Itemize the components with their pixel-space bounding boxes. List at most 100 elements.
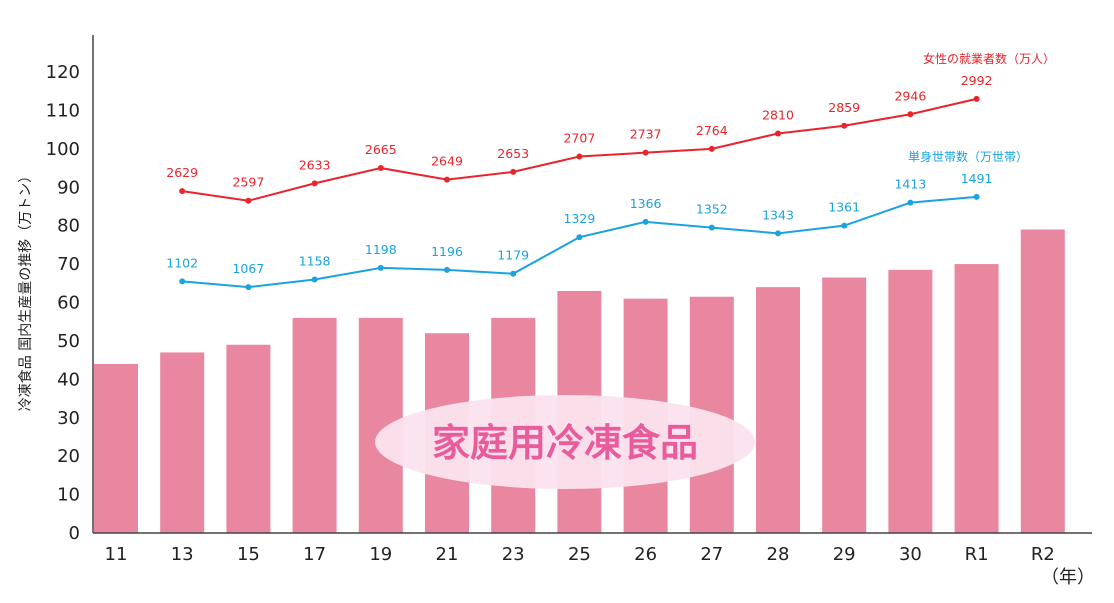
bar-30 bbox=[888, 269, 933, 533]
bar-28 bbox=[756, 287, 800, 533]
x-axis-unit: （年） bbox=[1041, 567, 1095, 588]
y-tick-label: 90 bbox=[57, 177, 80, 198]
point-women bbox=[245, 197, 252, 204]
data-label-women: 2653 bbox=[497, 146, 529, 161]
overlay-label-group: 家庭用冷凍食品 bbox=[375, 395, 755, 489]
y-tick-label: 20 bbox=[57, 446, 80, 467]
bar-13 bbox=[160, 352, 205, 533]
point-women bbox=[907, 111, 914, 118]
point-single bbox=[907, 199, 914, 206]
y-tick-label: 120 bbox=[46, 62, 80, 83]
point-women bbox=[642, 149, 649, 156]
y-tick-label: 60 bbox=[57, 293, 80, 314]
x-tick-label: 11 bbox=[105, 544, 128, 565]
x-tick-label: 15 bbox=[237, 544, 260, 565]
data-label-single: 1102 bbox=[166, 255, 198, 270]
data-label-women: 2633 bbox=[299, 157, 331, 172]
point-women bbox=[179, 188, 186, 195]
data-label-women: 2707 bbox=[563, 131, 595, 146]
bar-29 bbox=[822, 277, 867, 533]
point-single bbox=[775, 230, 781, 237]
point-women bbox=[973, 95, 980, 102]
data-label-women: 2859 bbox=[828, 100, 860, 115]
point-women bbox=[576, 153, 583, 160]
data-label-women: 2629 bbox=[166, 165, 198, 180]
x-ticks: 11 13 15 17 19 21 23 25 26 27 28 29 30 R1 R2 bbox=[105, 544, 1055, 565]
x-tick-label: 27 bbox=[700, 544, 723, 565]
y-tick-label: 50 bbox=[57, 331, 80, 352]
point-women bbox=[708, 145, 715, 152]
x-tick-label: 17 bbox=[303, 544, 326, 565]
x-tick-label: R2 bbox=[1031, 544, 1055, 565]
series-title-single: 単身世帯数（万世帯） bbox=[908, 149, 1028, 164]
y-tick-label: 10 bbox=[57, 485, 80, 506]
point-single bbox=[510, 270, 517, 277]
data-label-women: 2992 bbox=[961, 73, 993, 88]
bar-R2 bbox=[1020, 229, 1065, 533]
point-women bbox=[775, 130, 781, 137]
x-tick-label: 19 bbox=[369, 544, 392, 565]
x-tick-label: 26 bbox=[634, 544, 657, 565]
y-tick-label: 0 bbox=[69, 523, 80, 544]
y-axis-label: 冷凍食品 国内生産量の推移（万トン） bbox=[17, 169, 34, 411]
data-label-women: 2764 bbox=[696, 123, 728, 138]
data-label-single: 1491 bbox=[961, 171, 993, 186]
x-tick-label: 25 bbox=[568, 544, 591, 565]
data-label-single: 1366 bbox=[630, 196, 662, 211]
bar-17 bbox=[292, 317, 337, 533]
point-women bbox=[841, 122, 848, 129]
point-single bbox=[245, 284, 252, 291]
point-women bbox=[311, 180, 318, 187]
overlay-ellipse bbox=[375, 395, 755, 489]
y-tick-label: 40 bbox=[57, 369, 80, 390]
point-single bbox=[444, 266, 450, 273]
x-tick-label: 21 bbox=[436, 544, 459, 565]
axes-layer bbox=[92, 35, 1092, 534]
data-label-women: 2665 bbox=[365, 142, 397, 157]
x-tick-label: 28 bbox=[767, 544, 790, 565]
data-label-single: 1179 bbox=[497, 248, 529, 263]
data-label-women: 2649 bbox=[431, 154, 463, 169]
x-tick-label: 29 bbox=[833, 544, 856, 565]
y-tick-label: 30 bbox=[57, 408, 80, 429]
data-label-women: 2737 bbox=[630, 127, 662, 142]
point-women bbox=[510, 168, 517, 175]
y-tick-label: 110 bbox=[46, 100, 80, 121]
data-label-single: 1067 bbox=[232, 261, 264, 276]
point-single bbox=[708, 224, 715, 231]
point-single bbox=[311, 276, 318, 283]
lines-layer: 2629 2597 2633 2665 2649 2653 2707 2737 2764 2810… bbox=[166, 73, 993, 291]
data-label-women: 2946 bbox=[894, 88, 926, 103]
bar-R1 bbox=[954, 264, 999, 533]
x-tick-label: 23 bbox=[502, 544, 525, 565]
point-single bbox=[179, 278, 186, 285]
data-label-women: 2810 bbox=[762, 107, 794, 122]
overlay-label: 家庭用冷凍食品 bbox=[432, 421, 698, 465]
point-women bbox=[444, 176, 450, 183]
data-label-single: 1343 bbox=[762, 207, 794, 222]
data-label-single: 1329 bbox=[563, 211, 595, 226]
data-label-single: 1198 bbox=[365, 242, 397, 257]
bar-15 bbox=[226, 344, 271, 533]
point-single bbox=[377, 264, 384, 271]
data-label-single: 1413 bbox=[894, 177, 926, 192]
point-women bbox=[377, 165, 384, 172]
point-single bbox=[841, 222, 848, 229]
data-label-single: 1158 bbox=[299, 253, 331, 268]
y-tick-label: 70 bbox=[57, 254, 80, 275]
x-tick-label: 13 bbox=[171, 544, 194, 565]
x-tick-label: R1 bbox=[965, 544, 989, 565]
data-label-single: 1361 bbox=[828, 200, 860, 215]
data-label-women: 2597 bbox=[232, 175, 264, 190]
x-tick-label: 30 bbox=[899, 544, 922, 565]
y-ticks: 0 10 20 30 40 50 60 70 80 90 100 110 120 bbox=[46, 62, 80, 544]
bar-11 bbox=[94, 363, 138, 533]
point-single bbox=[973, 193, 980, 200]
point-single bbox=[642, 218, 649, 225]
series-title-women: 女性の就業者数（万人） bbox=[923, 51, 1055, 66]
point-single bbox=[576, 234, 583, 241]
y-tick-label: 100 bbox=[46, 139, 80, 160]
data-label-single: 1196 bbox=[431, 244, 463, 259]
data-label-single: 1352 bbox=[696, 202, 728, 217]
